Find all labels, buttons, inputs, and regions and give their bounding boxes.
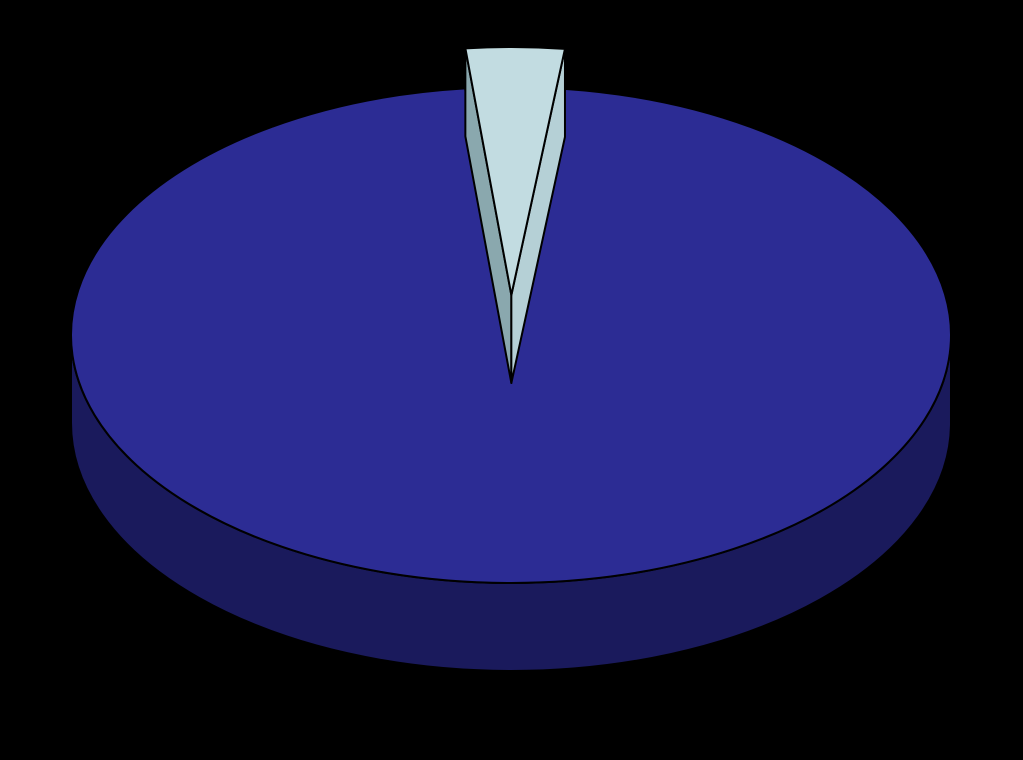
pie-chart-svg <box>0 0 1023 760</box>
pie-chart-3d <box>0 0 1023 760</box>
